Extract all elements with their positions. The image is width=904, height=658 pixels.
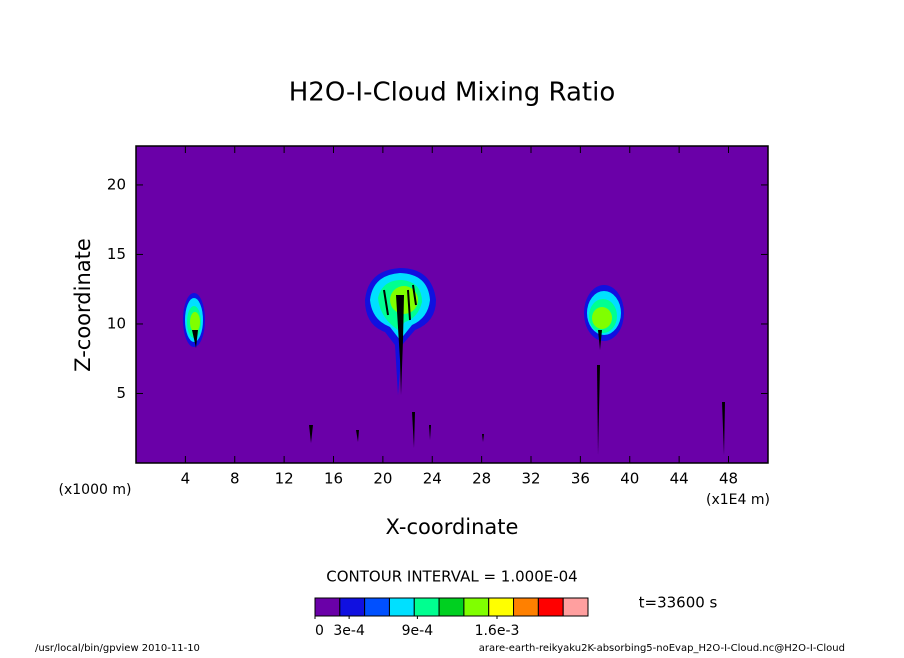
y-tick-label: 15: [107, 245, 126, 263]
streaks: [309, 365, 725, 455]
x-tick-label: 24: [423, 470, 442, 488]
colorbar-tick-label: 9e-4: [402, 623, 434, 639]
footer-left: /usr/local/bin/gpview 2010-11-10: [35, 643, 200, 654]
field-background: [136, 146, 768, 463]
colorbar-box: [339, 597, 366, 617]
cloud-center: [365, 268, 436, 395]
colorbar-box: [364, 597, 390, 617]
x-tick-label: 44: [670, 470, 689, 488]
x-tick-label: 20: [373, 470, 392, 488]
x-axis-unit: (x1E4 m): [706, 492, 770, 508]
x-tick-label: 36: [571, 470, 590, 488]
contour-interval: CONTOUR INTERVAL = 1.000E-04: [326, 568, 577, 586]
x-tick-label: 32: [521, 470, 540, 488]
contour-line: [192, 330, 198, 348]
plot-frame: [135, 145, 769, 464]
y-tick-label: 20: [107, 175, 126, 193]
cloud-left: [183, 293, 205, 348]
colorbar-box: [463, 597, 490, 617]
cloud-right: [584, 285, 624, 350]
y-axis-label: Z-coordinate: [71, 238, 95, 372]
colorbar-box: [388, 597, 415, 617]
colorbar-tick-label: 3e-4: [333, 623, 365, 639]
x-tick-label: 40: [620, 470, 639, 488]
colorbar: 0 3e-4 9e-4 1.6e-3: [314, 597, 589, 639]
colorbar-box: [562, 597, 589, 617]
colorbar-box: [413, 597, 440, 617]
plot-area: [136, 146, 768, 463]
x-tick-label: 48: [719, 470, 738, 488]
colorbar-tick-label: 1.6e-3: [475, 623, 520, 639]
y-tick-label: 10: [107, 314, 126, 332]
contour-line: [396, 295, 404, 395]
y-tick-label: 5: [116, 384, 126, 402]
contour-line: [383, 284, 417, 321]
x-tick-label: 4: [181, 470, 191, 488]
chart-title: H2O-I-Cloud Mixing Ratio: [289, 78, 616, 108]
contour-fill: [592, 307, 612, 329]
x-tick-label: 16: [324, 470, 343, 488]
y-axis-unit: (x1000 m): [59, 482, 132, 498]
colorbar-box: [513, 597, 539, 617]
colorbar-box: [438, 597, 465, 617]
colorbar-tick-label: 0: [315, 623, 324, 639]
footer-right: arare-earth-reikyaku2K-absorbing5-noEvap…: [479, 643, 845, 654]
contour-line: [598, 330, 602, 350]
cloud-fields: [183, 268, 725, 455]
time-label: t=33600 s: [639, 594, 718, 612]
x-tick-label: 8: [230, 470, 240, 488]
x-tick-label: 28: [472, 470, 491, 488]
contour-fill: [190, 312, 200, 332]
x-axis-label: X-coordinate: [386, 515, 519, 539]
x-tick-label: 12: [275, 470, 294, 488]
colorbar-box: [488, 597, 515, 617]
colorbar-box: [537, 597, 564, 617]
colorbar-box: [314, 597, 341, 617]
